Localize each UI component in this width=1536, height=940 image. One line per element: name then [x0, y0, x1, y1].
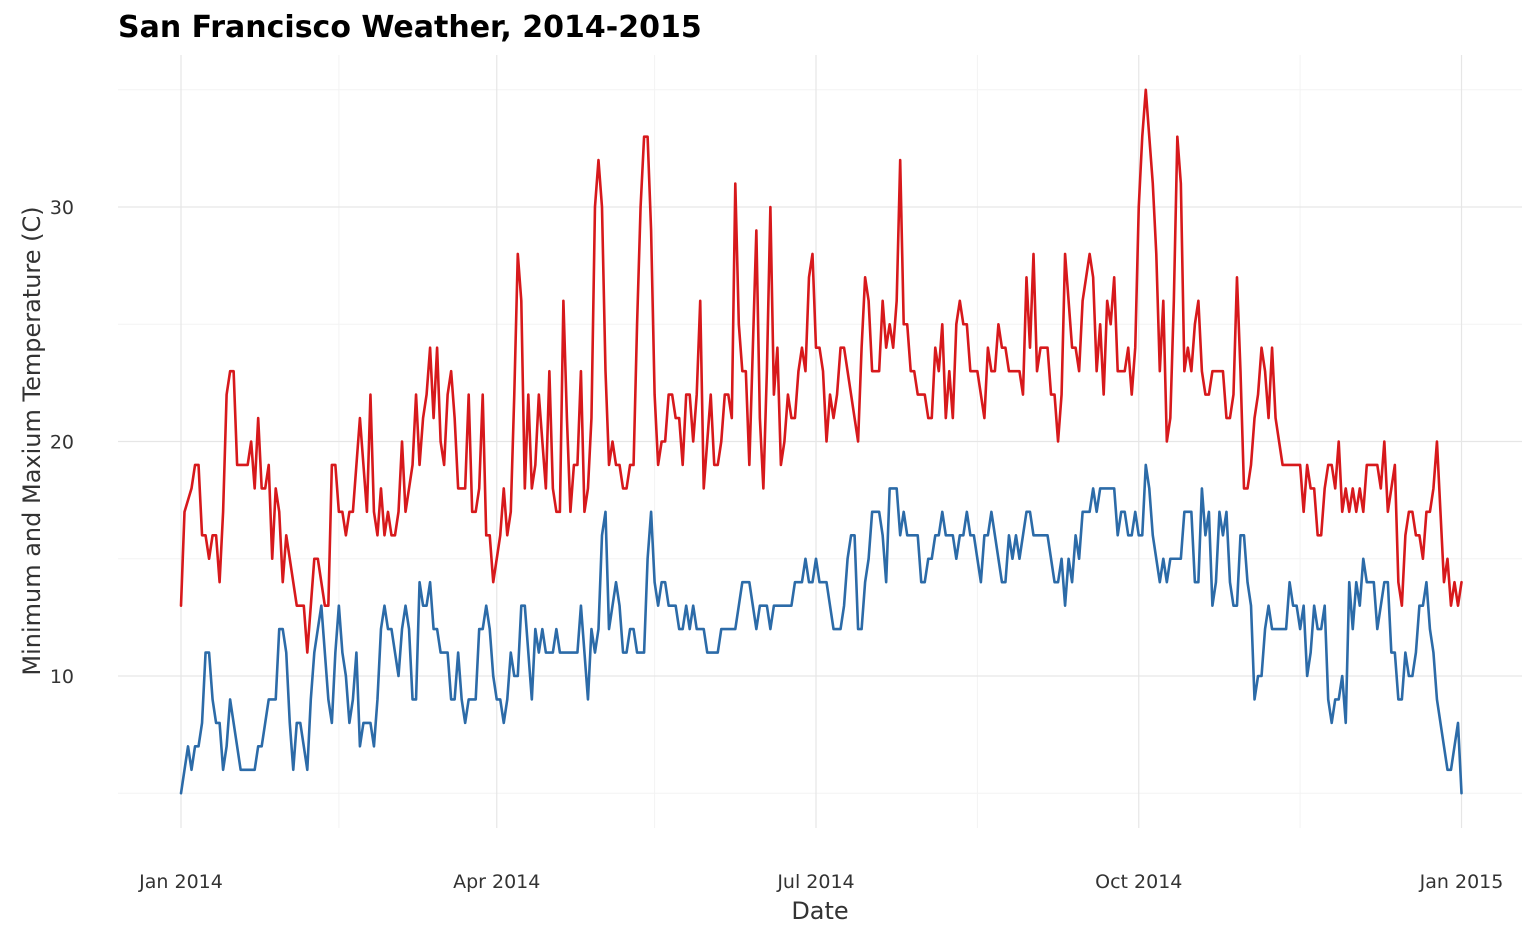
- series-layer: [179, 88, 1463, 795]
- y-tick-label: 30: [50, 197, 74, 219]
- x-tick-label: Jul 2014: [776, 871, 854, 893]
- y-tick-label: 10: [50, 666, 74, 688]
- x-axis-title: Date: [791, 897, 848, 925]
- x-tick-label: Jan 2014: [138, 871, 223, 893]
- x-tick-label: Oct 2014: [1095, 871, 1182, 893]
- min-temperature-line: [179, 463, 1463, 795]
- y-axis-ticks: 10 20 30: [50, 197, 74, 688]
- y-tick-label: 20: [50, 432, 74, 454]
- grid: [118, 55, 1522, 828]
- x-axis-ticks: Jan 2014 Apr 2014 Jul 2014 Oct 2014 Jan 2015: [138, 871, 1503, 893]
- x-tick-label: Jan 2015: [1419, 871, 1504, 893]
- y-axis-title: Minimum and Maxium Temperature (C): [18, 206, 46, 675]
- chart-title: San Francisco Weather, 2014-2015: [118, 10, 702, 45]
- max-temperature-line: [179, 88, 1463, 654]
- x-tick-label: Apr 2014: [453, 871, 540, 893]
